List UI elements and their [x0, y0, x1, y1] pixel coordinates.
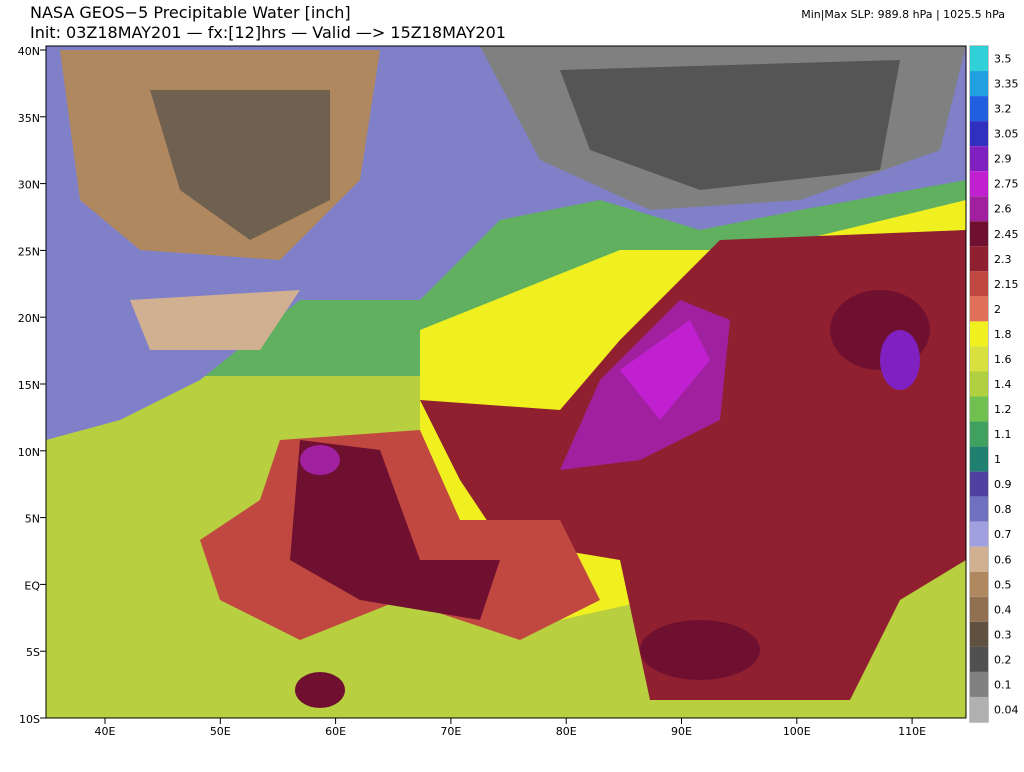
colorbar-label: 2.6 — [994, 203, 1012, 216]
colorbar-swatch — [970, 71, 988, 97]
colorbar-label: 2.3 — [994, 253, 1012, 266]
colorbar-swatch — [970, 546, 988, 572]
colorbar-swatch — [970, 171, 988, 197]
colorbar-label: 0.9 — [994, 478, 1012, 491]
colorbar-swatch — [970, 521, 988, 547]
colorbar-label: 2.75 — [994, 178, 1019, 191]
lon-label: 40E — [95, 725, 116, 738]
colorbar-swatch — [970, 671, 988, 697]
colorbar-label: 1.8 — [994, 328, 1012, 341]
colorbar-swatch — [970, 496, 988, 522]
lat-label: 5N — [25, 513, 40, 526]
lat-label: 20N — [18, 312, 40, 325]
colorbar-swatch — [970, 446, 988, 472]
colorbar-label: 0.1 — [994, 678, 1012, 691]
colorbar-label: 1 — [994, 453, 1001, 466]
colorbar-label: 0.5 — [994, 578, 1012, 591]
lon-label: 60E — [325, 725, 346, 738]
lon-label: 80E — [556, 725, 577, 738]
lon-label: 100E — [783, 725, 811, 738]
colorbar-label: 2.9 — [994, 153, 1012, 166]
colorbar-swatch — [970, 46, 988, 72]
lon-label: 90E — [671, 725, 692, 738]
lat-label: 15N — [18, 379, 40, 392]
colorbar-label: 2.15 — [994, 278, 1019, 291]
colorbar-label: 2 — [994, 303, 1001, 316]
colorbar-swatch — [970, 196, 988, 222]
colorbar-label: 1.6 — [994, 353, 1012, 366]
colorbar-swatch — [970, 596, 988, 622]
colorbar-label: 1.1 — [994, 428, 1012, 441]
colorbar-swatch — [970, 271, 988, 297]
colorbar-swatch — [970, 396, 988, 422]
colorbar-swatch — [970, 121, 988, 147]
lat-label: 35N — [18, 112, 40, 125]
colorbar-swatch — [970, 646, 988, 672]
colorbar-label: 0.4 — [994, 603, 1012, 616]
colorbar-label: 0.7 — [994, 528, 1012, 541]
map-field — [46, 46, 966, 718]
lon-label: 50E — [210, 725, 231, 738]
lon-label: 110E — [898, 725, 926, 738]
colorbar-label: 0.04 — [994, 703, 1019, 716]
lon-label: 70E — [440, 725, 461, 738]
lat-label: 10N — [18, 446, 40, 459]
colorbar-swatch — [970, 296, 988, 322]
map-frame — [45, 45, 967, 719]
colorbar-swatch — [970, 696, 988, 722]
colorbar-label: 1.4 — [994, 378, 1012, 391]
colorbar-swatch — [970, 146, 988, 172]
colorbar-label: 3.2 — [994, 103, 1012, 116]
colorbar-label: 0.2 — [994, 653, 1012, 666]
lat-label: 5S — [26, 646, 40, 659]
slp-info: Min|Max SLP: 989.8 hPa | 1025.5 hPa — [801, 8, 1005, 21]
colorbar-label: 2.45 — [994, 228, 1019, 241]
lat-label: EQ — [24, 579, 40, 592]
colorbar-swatch — [970, 246, 988, 272]
title: NASA GEOS−5 Precipitable Water [inch] — [30, 3, 351, 22]
lat-label: 30N — [18, 179, 40, 192]
colorbar-label: 0.6 — [994, 553, 1012, 566]
colorbar-swatch — [970, 321, 988, 347]
colorbar-swatch — [970, 371, 988, 397]
init-line: Init: 03Z18MAY201 — fx:[12]hrs — Valid —… — [30, 23, 506, 42]
colorbar-swatch — [970, 96, 988, 122]
colorbar-label: 0.8 — [994, 503, 1012, 516]
colorbar-swatch — [970, 471, 988, 497]
colorbar-swatch — [970, 621, 988, 647]
colorbar-swatch — [970, 346, 988, 372]
colorbar-label: 3.05 — [994, 128, 1019, 141]
colorbar-label: 1.2 — [994, 403, 1012, 416]
colorbar-swatch — [970, 421, 988, 447]
lat-label: 40N — [18, 45, 40, 58]
colorbar-swatch — [970, 221, 988, 247]
colorbar-label: 3.35 — [994, 78, 1019, 91]
colorbar-swatch — [970, 571, 988, 597]
lat-label: 10S — [19, 713, 40, 726]
colorbar-label: 3.5 — [994, 53, 1012, 66]
lat-label: 25N — [18, 245, 40, 258]
colorbar-label: 0.3 — [994, 628, 1012, 641]
